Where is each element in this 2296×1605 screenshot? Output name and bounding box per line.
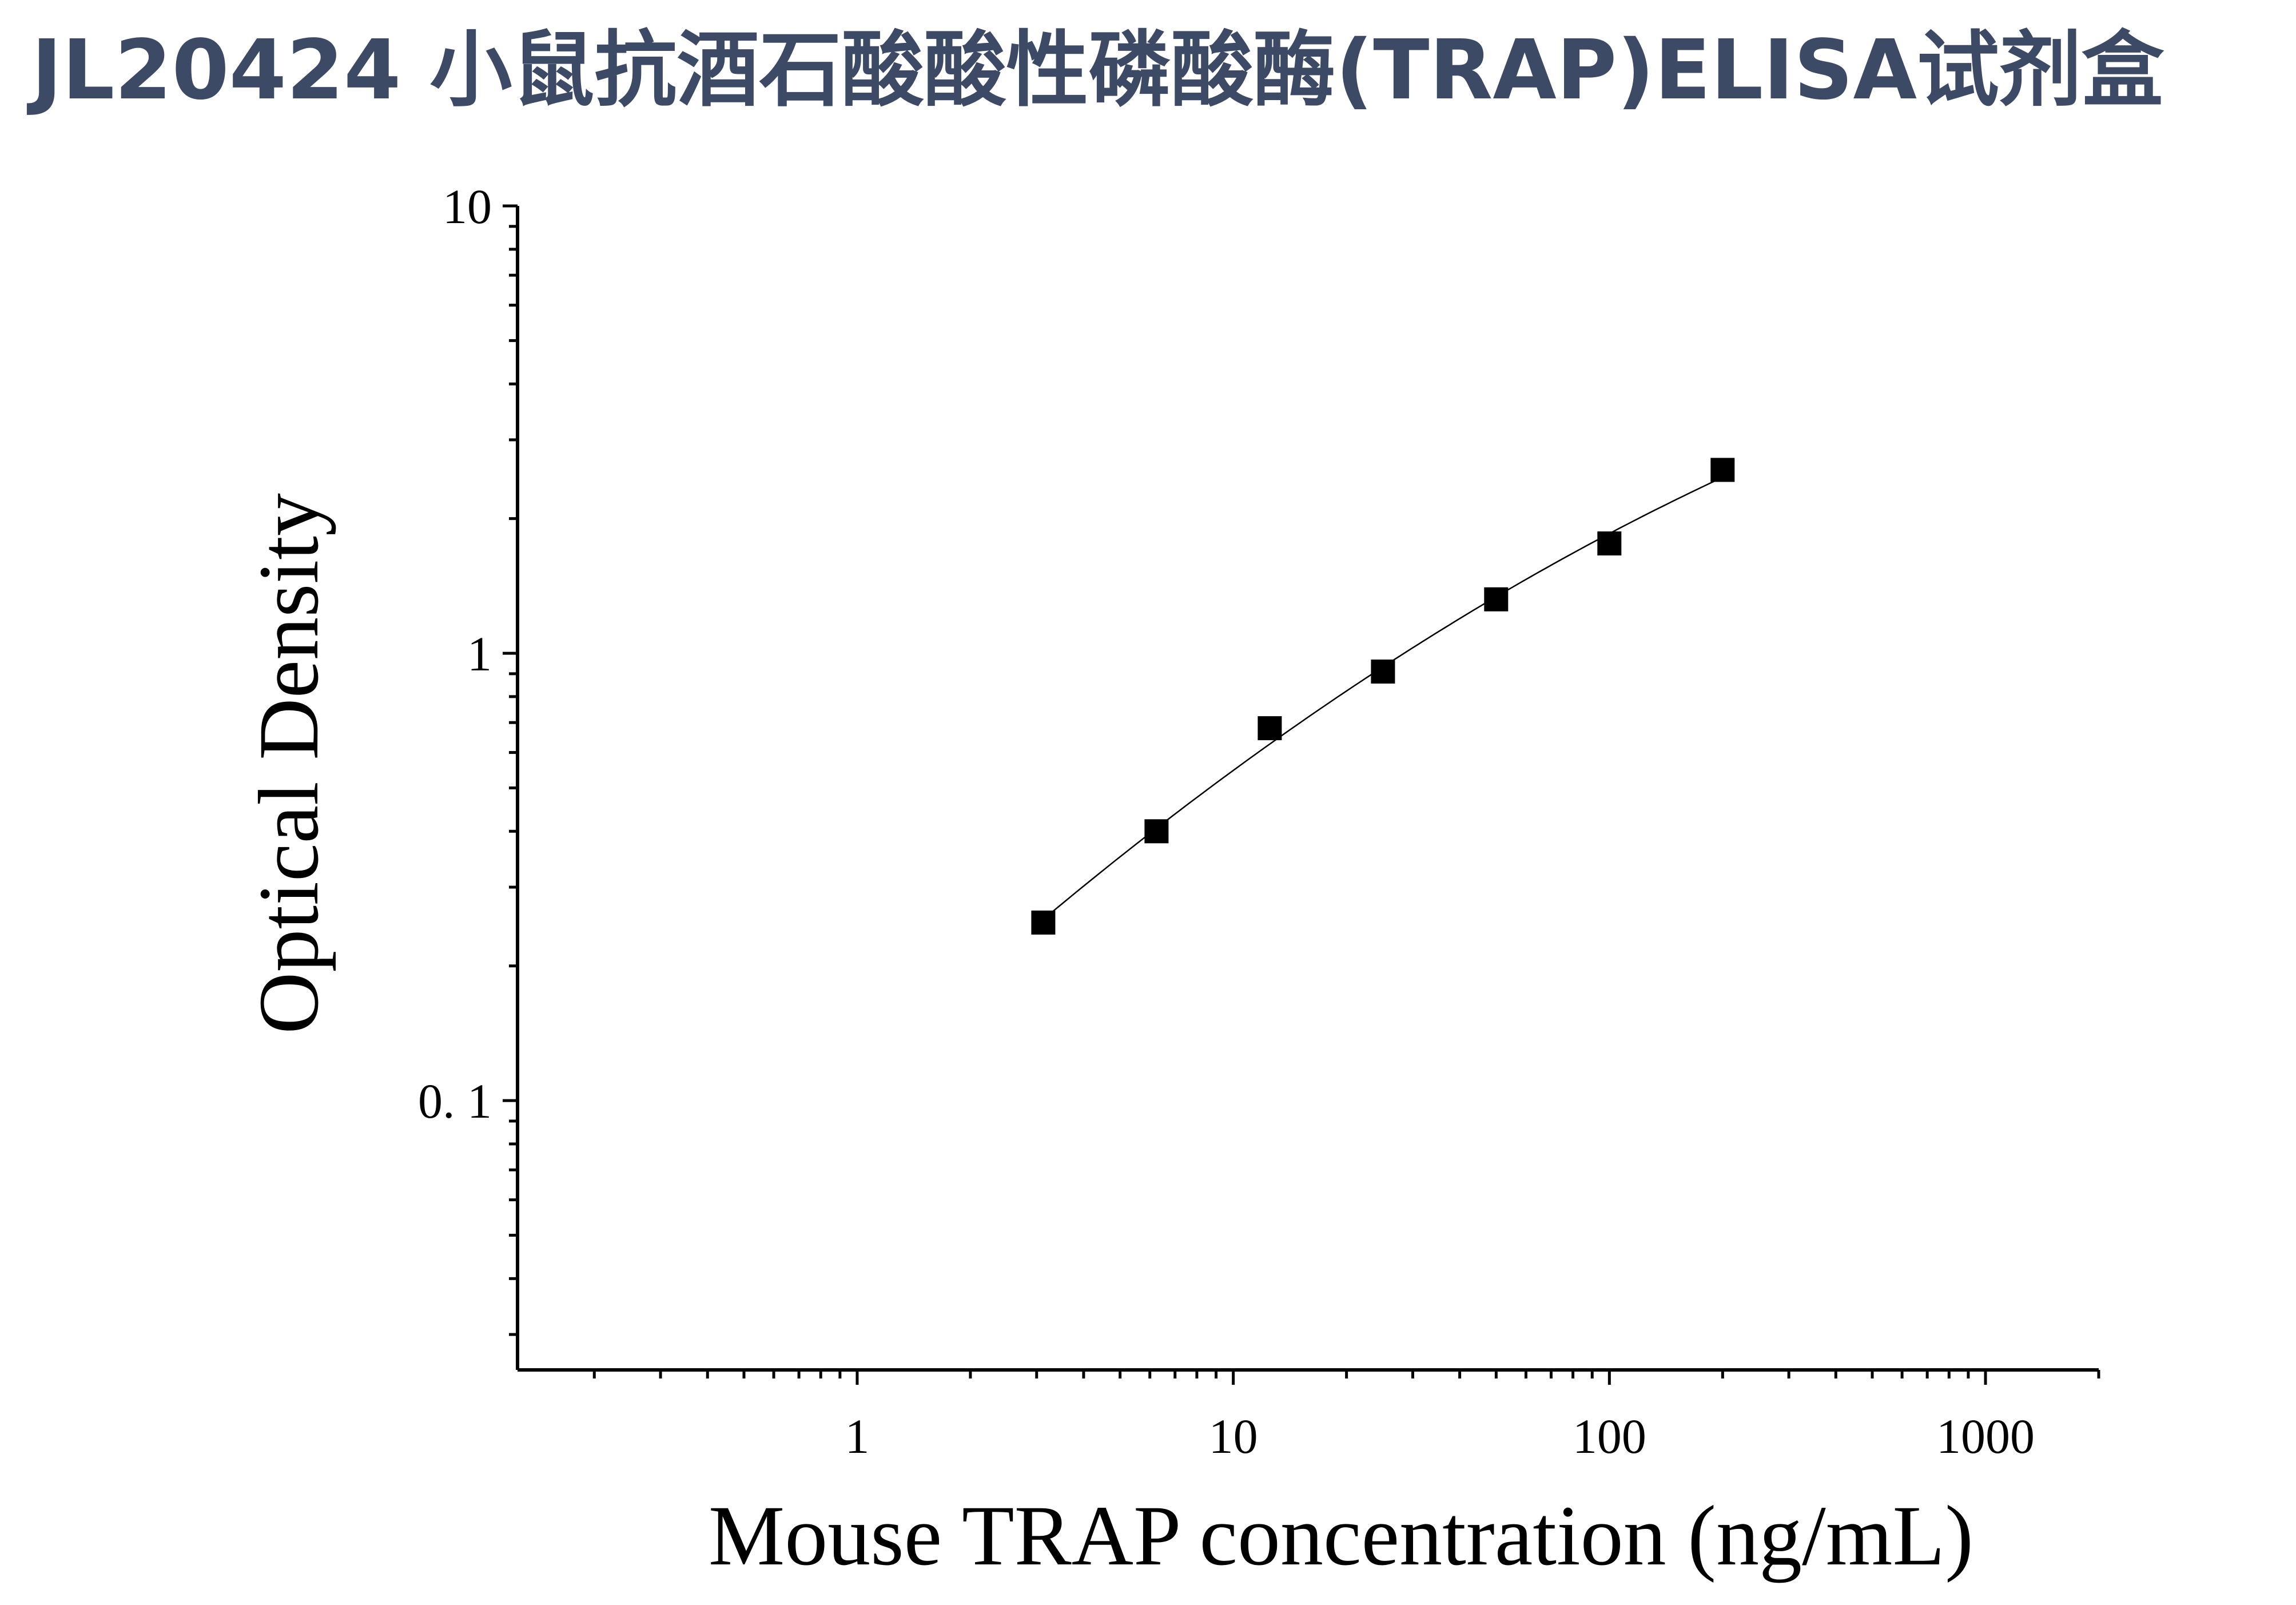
data-point [1031, 910, 1056, 935]
x-tick-label: 10 [1209, 1409, 1258, 1464]
x-axis-label: Mouse TRAP concentration (ng/mL) [709, 1488, 1973, 1583]
y-axis-label: Optical Density [241, 493, 336, 1034]
data-point [1258, 716, 1282, 741]
page-title: JL20424 小鼠抗酒石酸酸性磷酸酶(TRAP)ELISA试剂盒 [31, 22, 2164, 118]
data-point [1597, 531, 1622, 556]
data-point [1371, 660, 1395, 684]
axis-ticks: 0. 1 1 10 1 10 100 1000 [418, 179, 2100, 1464]
axes [516, 206, 2099, 1372]
data-point [1710, 458, 1735, 482]
y-tick-label: 1 [467, 626, 492, 681]
x-tick-label: 1 [845, 1409, 869, 1464]
y-tick-label: 0. 1 [418, 1074, 492, 1129]
data-point [1484, 587, 1509, 611]
data-points [1031, 458, 1735, 935]
x-tick-label: 1000 [1936, 1409, 2035, 1464]
y-tick-label: 10 [443, 179, 492, 234]
data-point [1144, 819, 1169, 844]
x-tick-label: 100 [1573, 1409, 1646, 1464]
